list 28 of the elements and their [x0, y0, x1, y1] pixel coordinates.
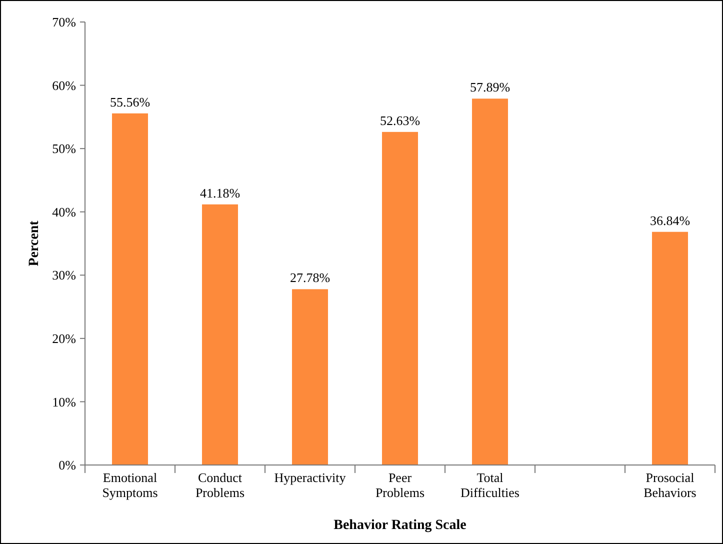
data-label: 27.78%	[290, 270, 330, 286]
y-tick-label: 30%	[52, 268, 76, 283]
x-tick-label: Prosocial Behaviors	[644, 470, 696, 500]
bar	[202, 204, 238, 465]
data-label: 52.63%	[380, 112, 420, 128]
data-label: 55.56%	[110, 94, 150, 110]
bar	[112, 113, 148, 465]
y-tick-label: 10%	[52, 394, 76, 410]
y-tick-label: 0%	[58, 458, 76, 473]
y-tick-label: 60%	[52, 78, 76, 93]
bar	[652, 232, 688, 465]
bar	[382, 132, 418, 465]
data-label: 57.89%	[470, 80, 510, 95]
x-tick-label: Hyperactivity	[274, 470, 346, 485]
bar	[472, 98, 508, 465]
x-tick-label: Conduct Problems	[195, 470, 245, 500]
y-tick-label: 20%	[52, 330, 76, 346]
x-tick-label: Peer Problems	[375, 470, 425, 500]
y-tick-label: 50%	[52, 141, 76, 156]
y-tick-label: 70%	[52, 14, 76, 30]
y-axis-title: Percent	[27, 220, 42, 266]
x-axis-title: Behavior Rating Scale	[334, 518, 466, 533]
x-tick-label: Total Difficulties	[460, 470, 520, 500]
x-tick-label: Emotional Symptoms	[102, 470, 158, 500]
data-label: 41.18%	[200, 185, 240, 200]
data-label: 36.84%	[650, 212, 690, 228]
y-tick-label: 40%	[52, 204, 76, 220]
bar	[292, 289, 328, 465]
